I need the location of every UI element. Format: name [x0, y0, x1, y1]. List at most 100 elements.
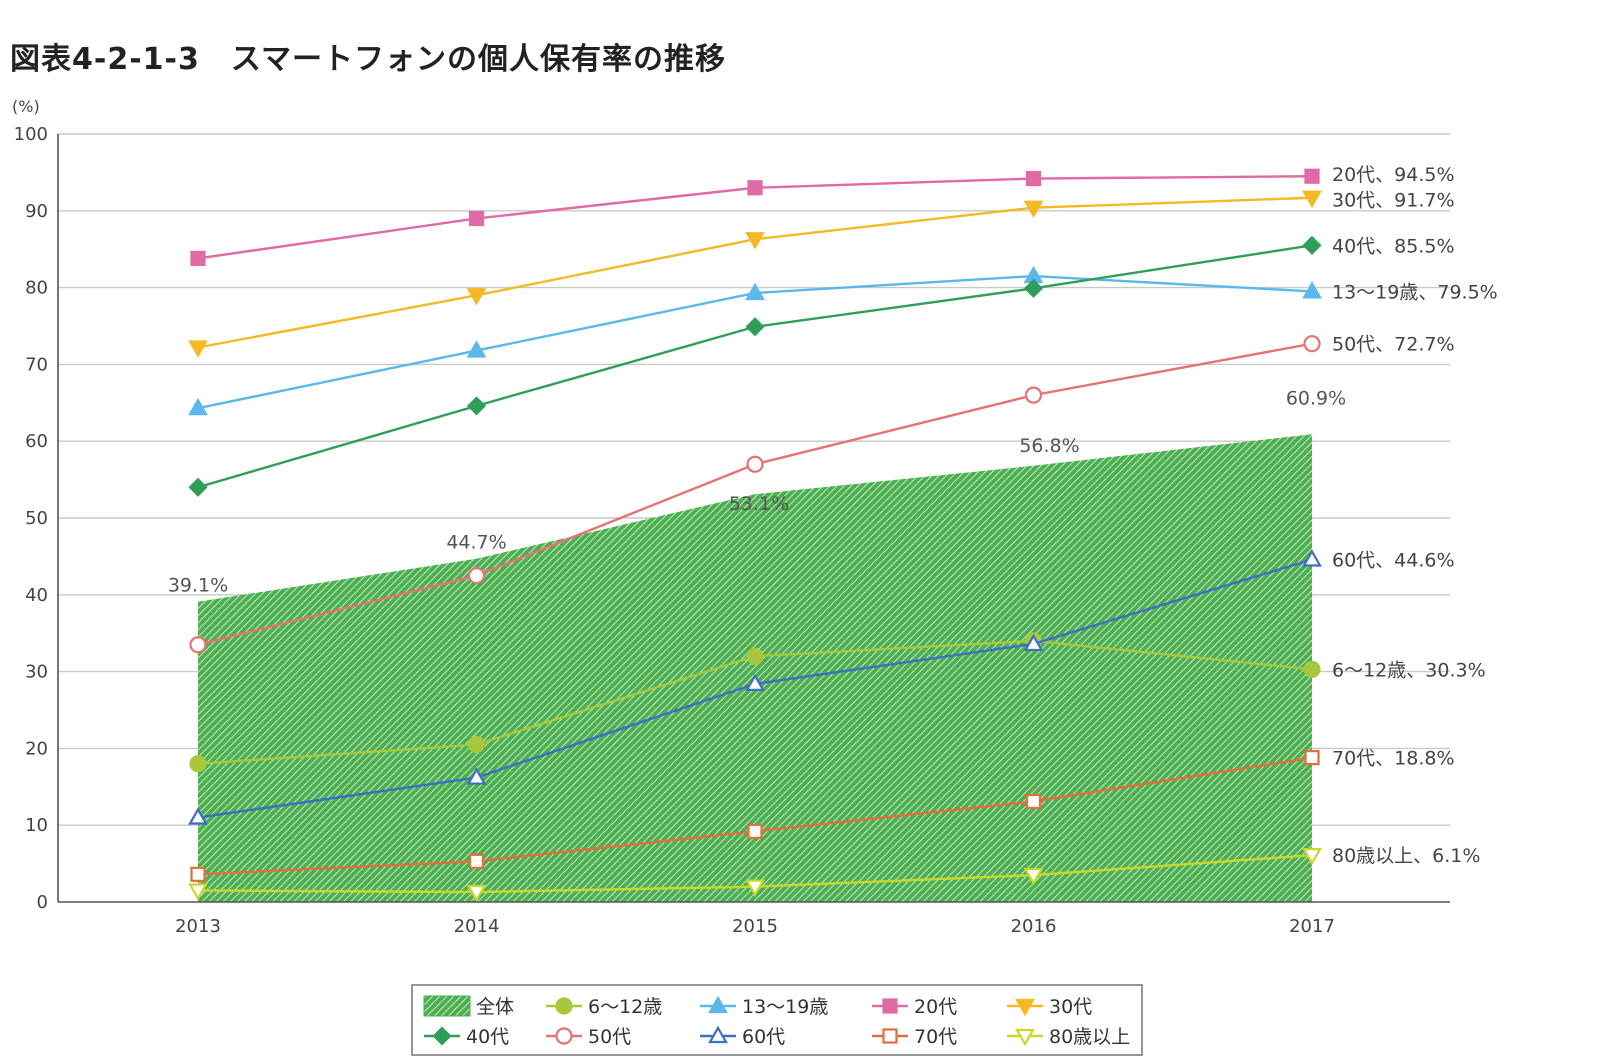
data-point — [188, 397, 208, 416]
data-point — [745, 317, 765, 337]
legend-item: 30代 — [1007, 996, 1092, 1018]
end-label: 70代、18.8% — [1332, 748, 1455, 770]
end-label: 60代、44.6% — [1332, 549, 1455, 571]
data-point — [188, 477, 208, 497]
data-point — [745, 232, 765, 250]
data-point — [188, 883, 208, 901]
series-20代 — [190, 168, 1320, 267]
legend-swatch-marker — [555, 1027, 573, 1045]
data-point — [1302, 190, 1322, 208]
data-point — [745, 282, 765, 301]
y-tick-label: 50 — [25, 508, 48, 529]
y-tick-label: 100 — [14, 124, 48, 145]
y-axis-unit: (%) — [12, 97, 40, 116]
legend-label: 20代 — [914, 996, 957, 1018]
legend-swatch-area — [423, 995, 471, 1017]
series-70代 — [190, 750, 1320, 882]
series-40代 — [188, 235, 1322, 497]
y-tick-label: 0 — [37, 892, 48, 913]
series-60代 — [188, 549, 1322, 825]
legend-swatch-marker — [1015, 998, 1035, 1017]
x-tick-label: 2013 — [175, 916, 221, 937]
end-label: 30代、91.7% — [1332, 190, 1455, 212]
series-80歳以上 — [188, 848, 1322, 903]
y-tick-label: 30 — [25, 662, 48, 683]
data-point — [189, 636, 207, 654]
data-point — [1023, 633, 1044, 652]
data-labels: 39.1% 44.7% 53.1% 56.8% 60.9% 6～12歳、30.3% 13～1… — [168, 164, 1498, 867]
legend-label: 30代 — [1049, 996, 1092, 1018]
data-point — [747, 823, 763, 839]
legend-item: 40代 — [424, 1026, 509, 1048]
legend-item: 50代 — [546, 1026, 631, 1048]
legend-item: 70代 — [872, 1026, 957, 1048]
legend-item: 20代 — [872, 996, 957, 1018]
data-point — [468, 853, 485, 869]
data-point — [1304, 750, 1320, 766]
data-point — [466, 396, 487, 416]
series-13～19歳 — [188, 265, 1322, 416]
end-label: 20代、94.5% — [1332, 164, 1455, 186]
x-tick-label: 2016 — [1011, 916, 1057, 937]
data-point — [1023, 278, 1044, 298]
x-tick-label: 2017 — [1289, 916, 1335, 937]
data-point — [747, 180, 763, 196]
y-tick-label: 60 — [25, 431, 48, 452]
x-tick-label: 2015 — [732, 916, 778, 937]
data-point — [746, 647, 764, 665]
legend-swatch-marker — [882, 998, 898, 1014]
series-50代 — [189, 335, 1321, 654]
data-point — [189, 755, 207, 773]
data-label-total: 60.9% — [1286, 387, 1346, 409]
data-point — [1024, 386, 1043, 404]
page-title: 図表4-2-1-3 スマートフォンの個人保有率の推移 — [10, 42, 726, 77]
end-label: 80歳以上、6.1% — [1332, 845, 1480, 867]
legend-item: 13～19歳 — [700, 995, 828, 1018]
data-point — [190, 250, 206, 267]
data-point — [745, 673, 765, 691]
data-point — [467, 735, 486, 754]
legend-swatch-marker — [708, 1025, 728, 1044]
data-point — [1023, 200, 1044, 218]
y-tick-label: 10 — [25, 815, 48, 836]
legend-label: 60代 — [742, 1026, 785, 1048]
end-label: 40代、85.5% — [1332, 235, 1455, 257]
legend-label: 40代 — [466, 1026, 509, 1048]
data-point — [1302, 281, 1322, 299]
legend-box — [411, 984, 1143, 1056]
data-point — [466, 767, 487, 785]
legend-swatch-marker — [1015, 1028, 1035, 1047]
data-point — [188, 340, 208, 358]
area-series-total — [198, 434, 1312, 902]
series-30代 — [188, 190, 1322, 358]
data-point — [1025, 170, 1042, 187]
data-point — [468, 210, 485, 227]
end-label: 13～19歳、79.5% — [1332, 281, 1498, 303]
legend: 全体 6～12歳 13～19歳 20代 30代 40代 50代 60代 70代 80歳以上 — [411, 984, 1143, 1056]
data-point — [466, 884, 487, 903]
data-point — [1302, 848, 1322, 866]
legend-item: 60代 — [700, 1025, 785, 1048]
data-point — [466, 288, 487, 306]
legend-item: 80歳以上 — [1007, 1026, 1130, 1048]
legend-item: 全体 — [423, 995, 514, 1018]
legend-label: 50代 — [588, 1026, 631, 1048]
legend-item: 6～12歳 — [546, 996, 662, 1018]
x-tick-label: 2014 — [454, 916, 500, 937]
data-label-total: 39.1% — [168, 575, 228, 597]
data-label-total: 44.7% — [446, 532, 506, 554]
data-point — [1302, 549, 1322, 567]
data-point — [190, 866, 206, 882]
legend-label: 70代 — [914, 1026, 957, 1048]
legend-swatch-marker — [708, 995, 728, 1014]
y-tick-label: 40 — [25, 585, 48, 606]
legend-label: 80歳以上 — [1049, 1026, 1130, 1048]
axes: 0 10 20 30 40 50 60 70 80 90 100 (%) 2013 2014 2015 201… — [12, 97, 1450, 937]
data-point — [1025, 793, 1042, 809]
data-point — [467, 566, 486, 585]
data-point — [746, 455, 764, 473]
data-point — [1023, 868, 1044, 886]
legend-label: 6～12歳 — [588, 996, 662, 1018]
y-tick-label: 70 — [25, 354, 48, 375]
